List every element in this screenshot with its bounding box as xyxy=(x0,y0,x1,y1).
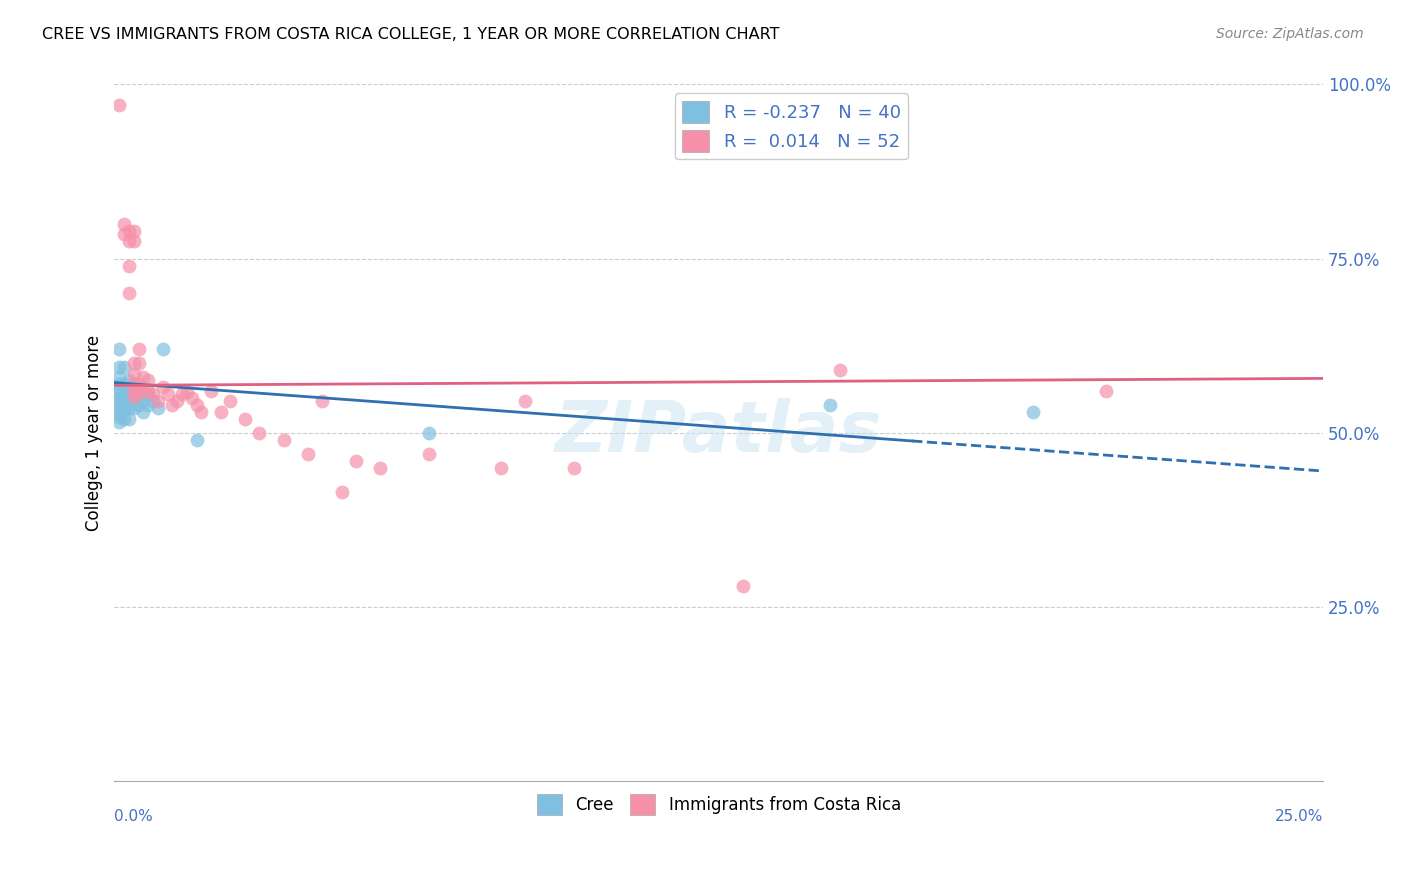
Point xyxy=(136,398,159,412)
Point xyxy=(128,356,150,370)
Point xyxy=(146,394,169,409)
Point xyxy=(108,387,131,401)
Point xyxy=(108,376,131,391)
Point xyxy=(515,394,537,409)
Y-axis label: College, 1 year or more: College, 1 year or more xyxy=(86,334,103,531)
Point xyxy=(233,411,256,425)
Point xyxy=(112,398,135,412)
Point xyxy=(128,385,150,400)
Point xyxy=(118,411,141,425)
Point xyxy=(176,385,198,400)
Point xyxy=(562,460,585,475)
Point xyxy=(118,401,141,416)
Point xyxy=(249,425,271,440)
Point xyxy=(172,387,194,401)
Point xyxy=(118,259,141,273)
Point xyxy=(122,380,145,394)
Point xyxy=(112,392,135,407)
Point xyxy=(186,433,208,447)
Point xyxy=(418,425,440,440)
Point xyxy=(112,411,135,425)
Text: ZIPatlas: ZIPatlas xyxy=(555,398,883,467)
Point xyxy=(200,384,222,398)
Point xyxy=(142,394,165,409)
Point xyxy=(1094,384,1116,398)
Point xyxy=(219,394,242,409)
Point xyxy=(132,405,155,419)
Point xyxy=(122,401,145,416)
Point xyxy=(122,390,145,404)
Point xyxy=(136,384,159,398)
Point xyxy=(1022,405,1045,419)
Point xyxy=(152,342,174,356)
Point xyxy=(112,217,135,231)
Point xyxy=(112,387,135,401)
Point xyxy=(152,380,174,394)
Point xyxy=(156,387,179,401)
Point xyxy=(418,447,440,461)
Point xyxy=(108,98,131,112)
Point xyxy=(112,359,135,374)
Point xyxy=(132,370,155,384)
Text: 25.0%: 25.0% xyxy=(1275,809,1323,824)
Point xyxy=(108,342,131,356)
Point xyxy=(108,392,131,407)
Point xyxy=(828,363,851,377)
Point xyxy=(186,398,208,412)
Point xyxy=(122,356,145,370)
Point xyxy=(118,383,141,397)
Point xyxy=(122,392,145,407)
Point xyxy=(118,392,141,407)
Point xyxy=(136,374,159,388)
Point xyxy=(108,401,131,416)
Point xyxy=(128,387,150,401)
Point xyxy=(344,453,367,467)
Point xyxy=(112,403,135,417)
Point xyxy=(118,286,141,301)
Point xyxy=(489,460,512,475)
Point xyxy=(112,376,135,391)
Point xyxy=(122,367,145,381)
Point xyxy=(108,410,131,425)
Text: Source: ZipAtlas.com: Source: ZipAtlas.com xyxy=(1216,27,1364,41)
Point xyxy=(128,342,150,356)
Point xyxy=(112,227,135,242)
Point xyxy=(132,384,155,398)
Point xyxy=(108,396,131,410)
Text: 0.0%: 0.0% xyxy=(114,809,153,824)
Point xyxy=(311,394,333,409)
Point xyxy=(108,415,131,429)
Point xyxy=(818,398,841,412)
Point xyxy=(108,406,131,420)
Text: CREE VS IMMIGRANTS FROM COSTA RICA COLLEGE, 1 YEAR OR MORE CORRELATION CHART: CREE VS IMMIGRANTS FROM COSTA RICA COLLE… xyxy=(42,27,780,42)
Point xyxy=(118,224,141,238)
Point xyxy=(122,234,145,248)
Point xyxy=(166,394,188,409)
Point xyxy=(122,376,145,391)
Point xyxy=(118,374,141,388)
Point xyxy=(108,359,131,374)
Legend: Cree, Immigrants from Costa Rica: Cree, Immigrants from Costa Rica xyxy=(530,788,907,822)
Point xyxy=(142,387,165,401)
Point xyxy=(122,384,145,398)
Point xyxy=(370,460,392,475)
Point xyxy=(146,401,169,416)
Point xyxy=(122,224,145,238)
Point xyxy=(118,234,141,248)
Point xyxy=(190,405,212,419)
Point xyxy=(330,484,353,499)
Point xyxy=(128,376,150,391)
Point xyxy=(108,384,131,398)
Point xyxy=(273,433,295,447)
Point xyxy=(297,447,319,461)
Point xyxy=(162,398,184,412)
Point xyxy=(209,405,232,419)
Point xyxy=(128,398,150,412)
Point xyxy=(136,387,159,401)
Point xyxy=(108,370,131,384)
Point xyxy=(132,394,155,409)
Point xyxy=(180,391,202,405)
Point xyxy=(731,579,754,593)
